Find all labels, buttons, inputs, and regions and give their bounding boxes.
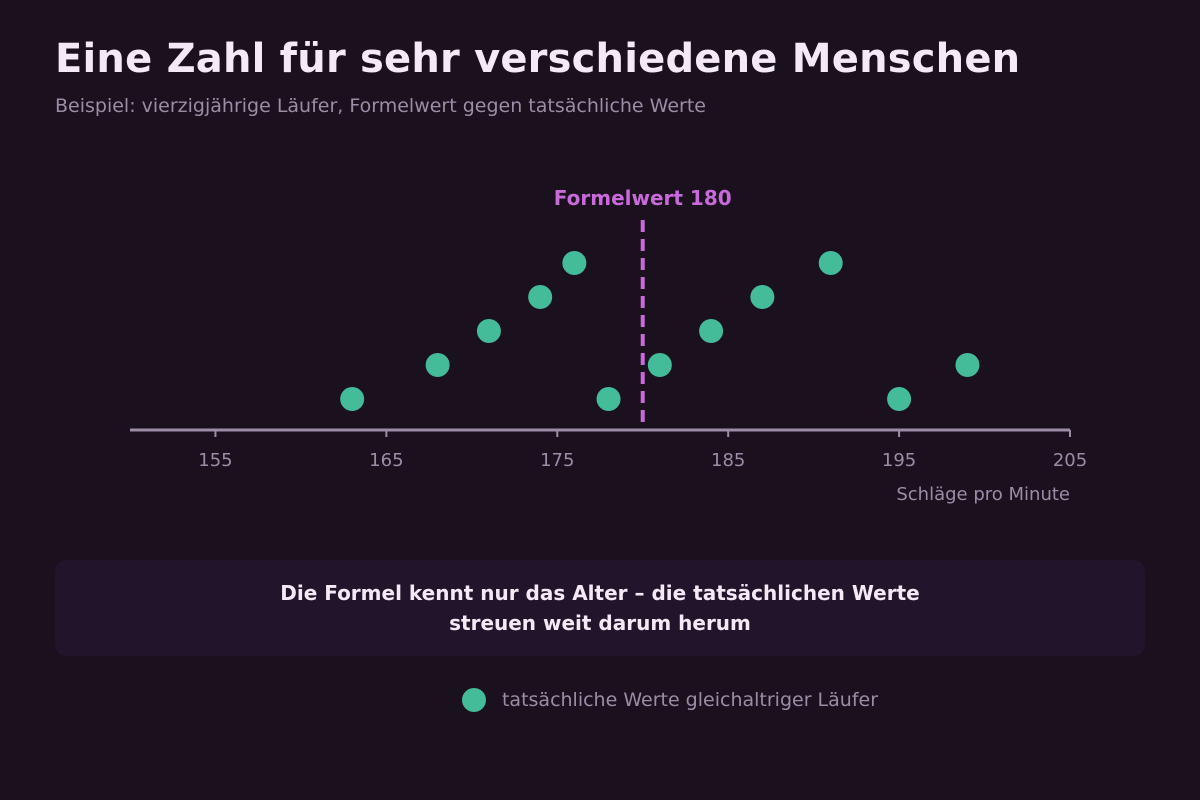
- data-point: [955, 353, 980, 377]
- data-point: [340, 387, 365, 411]
- x-axis-label: Schläge pro Minute: [896, 484, 1070, 505]
- key-message-text: Die Formel kennt nur das Alter – die tat…: [280, 581, 920, 635]
- legend-label: tatsächliche Werte gleichaltriger Läufer: [501, 689, 879, 711]
- x-tick-label: 165: [369, 450, 403, 471]
- legend-item: tatsächliche Werte gleichaltriger Läufer: [461, 688, 879, 712]
- data-point: [476, 319, 501, 343]
- x-tick-label: 195: [882, 450, 916, 471]
- x-tick-label: 155: [198, 450, 232, 471]
- page-subtitle: Beispiel: vierzigjährige Läufer, Formelw…: [55, 95, 706, 117]
- dot-plot-chart: Formelwert 180 155 165 175 185 195 205 Schläg…: [130, 186, 1087, 505]
- page-title: Eine Zahl für sehr verschiedene Menschen: [55, 36, 1021, 82]
- data-point: [699, 319, 724, 343]
- data-point: [647, 353, 672, 377]
- data-point: [887, 387, 912, 411]
- data-point: [425, 353, 450, 377]
- key-message-panel: Die Formel kennt nur das Alter – die tat…: [55, 560, 1145, 656]
- x-tick-label: 175: [540, 450, 574, 471]
- data-points: [340, 251, 980, 411]
- data-point: [596, 387, 621, 411]
- data-point: [562, 251, 587, 275]
- legend-dot-icon: [461, 688, 486, 712]
- data-point: [750, 285, 775, 309]
- x-axis-ticks: 155 165 175 185 195 205: [198, 430, 1087, 471]
- x-tick-label: 205: [1053, 450, 1087, 471]
- chart-legend: tatsächliche Werte gleichaltriger Läufer: [0, 688, 1200, 712]
- formula-reference-label: Formelwert 180: [554, 186, 732, 210]
- data-point: [818, 251, 843, 275]
- x-tick-label: 185: [711, 450, 745, 471]
- data-point: [528, 285, 553, 309]
